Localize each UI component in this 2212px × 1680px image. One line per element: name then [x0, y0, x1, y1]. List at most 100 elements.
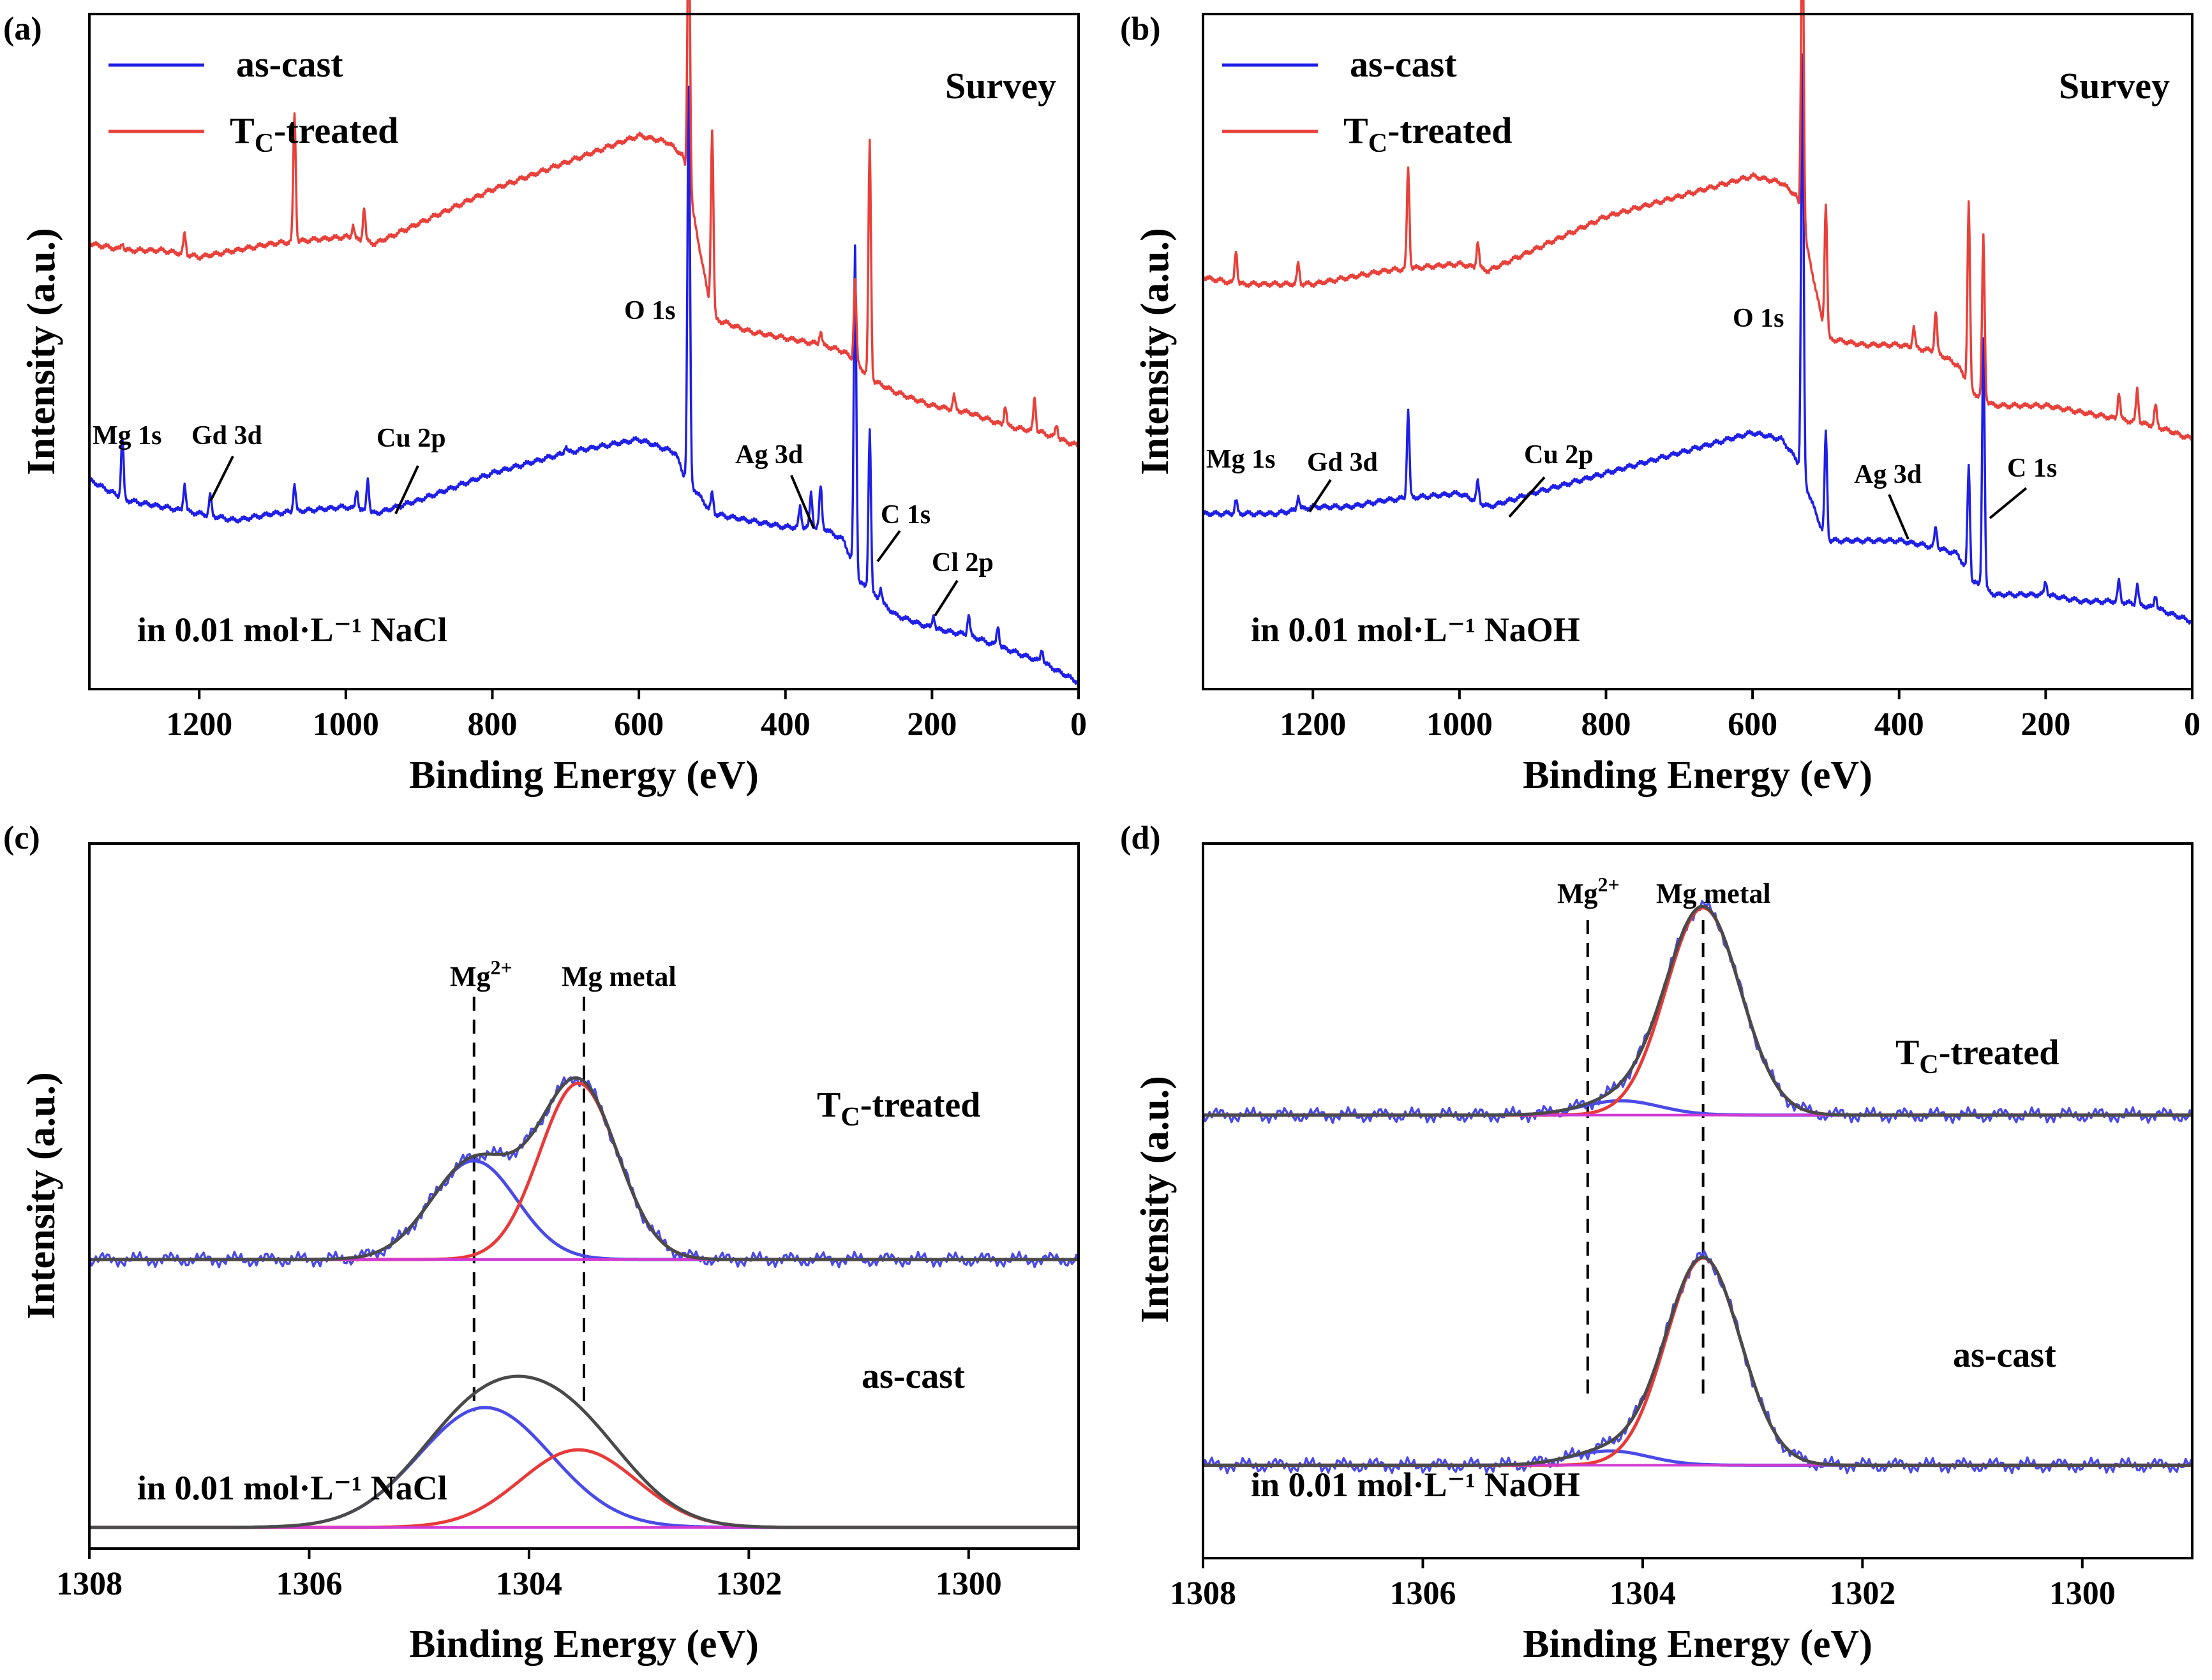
- panel-d-x-axis-label: Binding Energy (eV): [1523, 1623, 1872, 1666]
- panel-b-arrow-gd3d: [1308, 479, 1332, 513]
- panel-b-arrow-cu2p: [1508, 476, 1546, 518]
- panel-b-peak-cu2p: Cu 2p: [1524, 440, 1594, 470]
- panel-c-frame: [88, 842, 1080, 1550]
- panel-d-label: (d): [1120, 820, 1161, 856]
- series-d-tc-treated-fit-envelope: [1203, 904, 2192, 1117]
- panel-a-x-ticks: 1200 1000 800 600 400 200 0: [166, 689, 1087, 743]
- series-d-tc-treated-raw: [1202, 900, 2193, 1124]
- panel-c-ref-mg2-label: Mg2+: [450, 956, 512, 992]
- panel-d-condition: in 0.01 mol·L⁻¹ NaOH: [1251, 1466, 1580, 1504]
- x-tick-label-a-4: 400: [761, 706, 811, 743]
- panel-b-peak-ag3d: Ag 3d: [1854, 460, 1922, 489]
- panel-b-arrow-c1s: [1989, 487, 2028, 519]
- panel-b-peak-mg1s: Mg 1s: [1206, 445, 1276, 474]
- panel-a-peak-o1s: O 1s: [624, 296, 676, 325]
- panel-c-row-tc-treated: TC-treated: [817, 1085, 980, 1132]
- panel-b-arrow-ag3d: [1888, 494, 1909, 540]
- series-a-as-cast: [89, 85, 1080, 685]
- series-b-as-cast: [1202, 53, 2193, 625]
- panel-a-arrow-cu2p: [394, 465, 419, 514]
- series-a-tc-treated: [88, 0, 1080, 448]
- x-tick-label-b-2: 800: [1581, 706, 1631, 743]
- x-tick-label-b-6: 0: [2184, 706, 2201, 743]
- x-tick-label-a-2: 800: [467, 706, 517, 743]
- panel-a: (a) 1200 1000 800 600 400 200 0 as-cast TC-tre…: [3, 0, 1087, 797]
- panel-a-arrow-c1s: [876, 530, 901, 563]
- panel-b-peak-c1s: C 1s: [2007, 454, 2057, 483]
- series-c-as-cast-mg2-component: [89, 1406, 1079, 1529]
- panel-a-plot: [88, 0, 1080, 685]
- x-tick-label-c-4: 1300: [936, 1566, 1002, 1602]
- x-tick-label-a-3: 600: [614, 706, 664, 743]
- panel-c-y-axis-label: Intensity (a.u.): [20, 1072, 63, 1319]
- panel-d-row-as-cast: as-cast: [1953, 1335, 2056, 1375]
- panel-a-peak-cl2p: Cl 2p: [932, 548, 994, 577]
- series-d-as-cast-fit-envelope: [1203, 1255, 2192, 1467]
- panel-a-peak-cu2p: Cu 2p: [377, 424, 446, 453]
- panel-c-ref-mgmetal-label: Mg metal: [562, 961, 676, 992]
- panel-b-condition: in 0.01 mol·L⁻¹ NaOH: [1251, 611, 1580, 649]
- panel-d: (d) 1308 1306 1304 1302 1300 Mg2+ Mg metal T…: [1120, 820, 2193, 1666]
- panel-b: (b) 1200 1000 800 600 400 200 0 as-cast TC-tre…: [1120, 0, 2201, 797]
- x-tick-label-a-5: 200: [907, 706, 957, 743]
- panel-a-legend-tc-treated: TC-treated: [230, 110, 398, 158]
- x-tick-label-d-2: 1304: [1610, 1575, 1676, 1612]
- panel-a-peak-gd3d: Gd 3d: [191, 421, 262, 450]
- panel-d-plot: [1202, 900, 2193, 1475]
- x-tick-label-a-6: 0: [1070, 706, 1087, 743]
- panel-a-y-axis-label: Intensity (a.u.): [20, 228, 63, 475]
- panel-d-row-tc-treated: TC-treated: [1895, 1033, 2059, 1080]
- panel-b-peak-o1s: O 1s: [1733, 304, 1784, 333]
- x-tick-label-b-5: 200: [2021, 706, 2070, 743]
- panel-a-arrow-gd3d: [209, 456, 234, 502]
- panel-b-legend-as-cast: as-cast: [1350, 43, 1457, 85]
- panel-b-peak-gd3d: Gd 3d: [1307, 448, 1378, 477]
- panel-d-ref-mg2-label: Mg2+: [1557, 873, 1620, 909]
- x-tick-label-d-0: 1308: [1170, 1575, 1236, 1612]
- x-tick-label-b-4: 400: [1874, 706, 1924, 743]
- panel-a-peak-ag3d: Ag 3d: [735, 440, 803, 470]
- x-tick-label-b-3: 600: [1728, 706, 1777, 743]
- panel-b-frame: [1202, 13, 2193, 690]
- x-tick-label-a-1: 1000: [313, 706, 379, 743]
- panel-b-x-axis-label: Binding Energy (eV): [1523, 754, 1872, 797]
- series-d-tc-treated-mg-metal-component: [1203, 906, 2192, 1117]
- panel-d-x-ticks: 1308 1306 1304 1302 1300: [1170, 1558, 2116, 1612]
- panel-a-condition: in 0.01 mol·L⁻¹ NaCl: [137, 611, 447, 649]
- series-c-as-cast-fit-envelope: [89, 1374, 1079, 1529]
- series-c-tc-treated-fit-envelope: [89, 1076, 1079, 1261]
- x-tick-label-d-4: 1300: [2049, 1575, 2116, 1612]
- x-tick-label-d-3: 1302: [1829, 1575, 1895, 1612]
- panel-a-peak-mg1s: Mg 1s: [93, 421, 162, 450]
- panel-b-y-axis-label: Intensity (a.u.): [1133, 228, 1177, 475]
- panel-a-label: (a): [3, 11, 42, 47]
- panel-c-label: (c): [3, 820, 40, 856]
- panel-b-survey-label: Survey: [2059, 65, 2170, 107]
- panel-a-peak-c1s: C 1s: [881, 500, 930, 530]
- panel-b-plot: [1202, 0, 2193, 625]
- panel-a-arrow-cl2p: [934, 579, 959, 617]
- panel-c-x-ticks: 1308 1306 1304 1302 1300: [56, 1549, 1002, 1602]
- panel-c-row-as-cast: as-cast: [862, 1357, 965, 1396]
- panel-b-label: (b): [1120, 11, 1161, 47]
- x-tick-label-b-1: 1000: [1426, 706, 1493, 743]
- panel-a-x-axis-label: Binding Energy (eV): [409, 754, 759, 797]
- panel-d-ref-mgmetal-label: Mg metal: [1656, 878, 1771, 909]
- panel-c-plot: [88, 997, 1080, 1529]
- panel-a-frame: [88, 13, 1080, 690]
- panel-d-frame: [1202, 842, 2193, 1559]
- panel-a-legend-as-cast: as-cast: [236, 43, 343, 85]
- panel-b-x-ticks: 1200 1000 800 600 400 200 0: [1280, 689, 2201, 743]
- panel-a-arrow-ag3d: [790, 475, 815, 529]
- x-tick-label-c-0: 1308: [56, 1566, 123, 1602]
- panel-c: (c) 1308 1306 1304 1302 1300 Mg2+ Mg metal T…: [3, 820, 1080, 1666]
- panel-c-condition: in 0.01 mol·L⁻¹ NaCl: [137, 1469, 447, 1507]
- panel-a-survey-label: Survey: [945, 65, 1056, 107]
- x-tick-label-b-0: 1200: [1280, 706, 1346, 743]
- panel-b-legend-tc-treated: TC-treated: [1343, 110, 1512, 158]
- panel-c-x-axis-label: Binding Energy (eV): [409, 1623, 759, 1666]
- panel-d-y-axis-label: Intensity (a.u.): [1133, 1076, 1177, 1323]
- x-tick-label-a-0: 1200: [166, 706, 232, 743]
- x-tick-label-d-1: 1306: [1389, 1575, 1456, 1612]
